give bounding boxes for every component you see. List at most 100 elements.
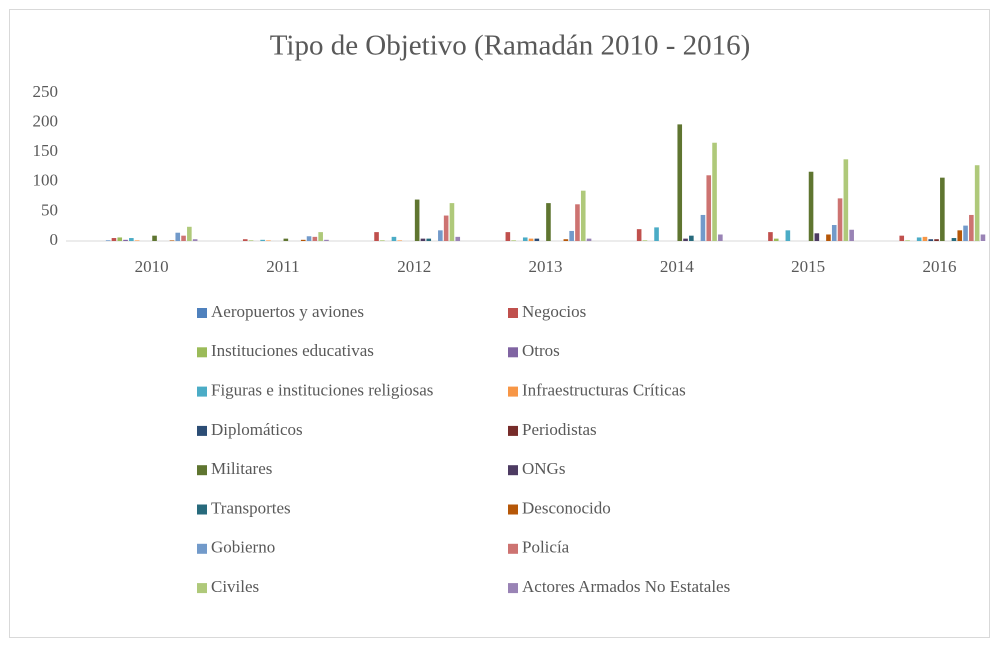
bar <box>455 236 461 241</box>
bar <box>843 159 849 241</box>
legend-swatch <box>508 543 518 554</box>
y-tick-label: 250 <box>33 82 59 101</box>
bar <box>312 236 318 241</box>
bar <box>123 239 128 241</box>
bar <box>242 239 248 241</box>
bar <box>111 238 117 241</box>
legend-label: Gobierno <box>211 538 275 557</box>
bar <box>718 234 723 241</box>
x-tick-label: 2014 <box>660 257 695 276</box>
bar <box>117 237 123 241</box>
legend-label: Otros <box>522 341 560 360</box>
bar <box>300 239 306 241</box>
bar <box>546 203 551 241</box>
legend-swatch <box>197 465 207 476</box>
bar <box>712 142 717 241</box>
bar <box>922 236 928 241</box>
y-tick-label: 100 <box>33 171 59 190</box>
bar <box>580 190 586 241</box>
bar <box>826 234 831 241</box>
bar <box>905 240 910 241</box>
y-tick-label: 0 <box>50 230 59 249</box>
bar <box>951 238 957 241</box>
legend-swatch <box>508 583 518 594</box>
x-tick-label: 2013 <box>529 257 563 276</box>
legend-label: Militares <box>211 459 272 478</box>
bar <box>397 240 403 241</box>
bar <box>980 234 986 241</box>
legend-label: Policía <box>522 538 570 557</box>
bar <box>192 239 198 241</box>
bar <box>563 239 569 241</box>
legend-label: Instituciones educativas <box>211 341 374 360</box>
legend-label: Periodistas <box>522 420 597 439</box>
bar <box>105 240 111 241</box>
bar <box>700 214 706 241</box>
bar <box>181 235 186 241</box>
bar <box>636 229 642 241</box>
legend-swatch <box>508 504 518 515</box>
bar <box>438 230 443 241</box>
bar <box>706 175 712 241</box>
bar <box>642 240 648 241</box>
x-tick-label: 2016 <box>922 257 956 276</box>
bar <box>522 237 528 241</box>
bar <box>928 239 934 241</box>
bar <box>683 238 688 241</box>
bar <box>837 198 843 241</box>
bar <box>283 238 289 241</box>
bar <box>773 238 779 241</box>
bar <box>449 203 455 241</box>
bar <box>175 232 181 241</box>
bar <box>768 232 773 241</box>
bar <box>318 232 323 241</box>
bar <box>414 199 420 241</box>
bar <box>575 204 580 241</box>
legend-swatch <box>508 465 518 476</box>
legend-swatch <box>197 543 207 554</box>
legend-label: Actores Armados No Estatales <box>522 577 730 596</box>
legend-label: Civiles <box>211 577 259 596</box>
legend-swatch <box>197 425 207 436</box>
bar <box>266 240 271 241</box>
bar <box>534 238 540 241</box>
legend-label: Transportes <box>211 498 291 517</box>
legend-label: Aeropuertos y aviones <box>211 302 364 321</box>
bar <box>677 124 683 241</box>
bar <box>569 230 574 241</box>
legend-swatch <box>197 583 207 594</box>
x-tick-label: 2011 <box>266 257 299 276</box>
x-tick-label: 2010 <box>135 257 169 276</box>
bar <box>689 235 694 241</box>
bar <box>916 237 922 241</box>
legend-swatch <box>508 425 518 436</box>
legend-label: Negocios <box>522 302 586 321</box>
legend-swatch <box>508 386 518 397</box>
bar <box>324 239 329 241</box>
x-tick-label: 2015 <box>791 257 825 276</box>
bar <box>586 238 592 241</box>
legend-swatch <box>197 504 207 515</box>
bar <box>934 239 939 241</box>
bar <box>134 240 140 241</box>
legend-swatch <box>508 347 518 358</box>
legend-label: Infraestructuras Críticas <box>522 381 686 400</box>
legend-label: Diplomáticos <box>211 420 303 439</box>
bar <box>974 165 980 241</box>
bar <box>940 177 945 241</box>
legend-swatch <box>508 308 518 318</box>
bar <box>306 236 312 241</box>
bar <box>785 230 791 241</box>
y-tick-label: 50 <box>41 200 58 219</box>
bar <box>380 240 385 241</box>
bar <box>187 226 192 241</box>
bar <box>260 239 265 241</box>
bar <box>528 238 534 241</box>
bar <box>963 225 968 241</box>
bar <box>849 229 854 241</box>
legend-swatch <box>197 308 207 318</box>
legend-label: Desconocido <box>522 498 611 517</box>
legend-swatch <box>197 386 207 397</box>
bar <box>443 215 449 241</box>
